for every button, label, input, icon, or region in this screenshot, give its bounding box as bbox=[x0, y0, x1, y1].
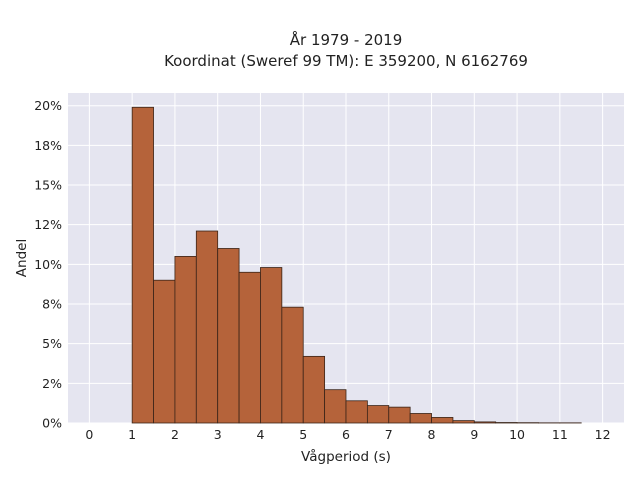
x-tick-label: 0 bbox=[85, 427, 93, 442]
y-tick-label: 8% bbox=[42, 297, 62, 312]
chart-title-line-2: Koordinat (Sweref 99 TM): E 359200, N 61… bbox=[164, 52, 528, 70]
x-tick-label: 12 bbox=[595, 427, 611, 442]
y-tick-label: 20% bbox=[34, 98, 62, 113]
y-tick-label: 15% bbox=[34, 178, 62, 193]
y-tick-label: 0% bbox=[42, 416, 62, 431]
y-tick-label: 5% bbox=[42, 336, 62, 351]
x-tick-label: 3 bbox=[214, 427, 222, 442]
histogram-bar bbox=[345, 400, 368, 424]
histogram-bar bbox=[452, 420, 475, 424]
x-tick-label: 1 bbox=[128, 427, 136, 442]
y-tick-label: 2% bbox=[42, 376, 62, 391]
x-tick-label: 11 bbox=[552, 427, 568, 442]
x-tick-labels: 0 1 2 3 4 5 6 7 8 9 10 11 12 bbox=[85, 427, 610, 442]
histogram-bar bbox=[388, 406, 411, 424]
histogram-bar bbox=[281, 306, 304, 424]
x-tick-label: 9 bbox=[470, 427, 478, 442]
x-tick-label: 10 bbox=[509, 427, 525, 442]
chart-title-line-1: År 1979 - 2019 bbox=[290, 30, 403, 49]
x-tick-label: 5 bbox=[299, 427, 307, 442]
histogram-bar bbox=[431, 417, 454, 424]
histogram-bar bbox=[217, 248, 240, 424]
x-tick-label: 6 bbox=[342, 427, 350, 442]
y-tick-label: 10% bbox=[34, 257, 62, 272]
histogram-bar bbox=[153, 279, 176, 424]
grid-lines bbox=[68, 93, 624, 424]
histogram-bar bbox=[260, 267, 283, 424]
y-tick-label: 12% bbox=[34, 217, 62, 232]
x-tick-label: 2 bbox=[171, 427, 179, 442]
histogram-bar bbox=[174, 256, 197, 424]
x-tick-label: 4 bbox=[256, 427, 264, 442]
bars bbox=[131, 106, 582, 424]
y-axis-label: Andel bbox=[14, 239, 30, 277]
histogram-bar bbox=[131, 106, 154, 424]
histogram-bar bbox=[366, 405, 390, 424]
histogram-bar bbox=[473, 421, 497, 424]
histogram-bar bbox=[324, 389, 347, 424]
x-tick-label: 8 bbox=[428, 427, 436, 442]
histogram-bar bbox=[302, 355, 326, 424]
x-axis-label: Vågperiod (s) bbox=[301, 448, 391, 465]
x-tick-label: 7 bbox=[385, 427, 393, 442]
histogram-bar bbox=[238, 271, 261, 424]
histogram-bar bbox=[409, 413, 432, 424]
histogram-bar bbox=[195, 230, 219, 424]
y-tick-label: 18% bbox=[34, 138, 62, 153]
y-tick-labels: 0% 2% 5% 8% 10% 12% 15% 18% 20% bbox=[34, 98, 62, 430]
